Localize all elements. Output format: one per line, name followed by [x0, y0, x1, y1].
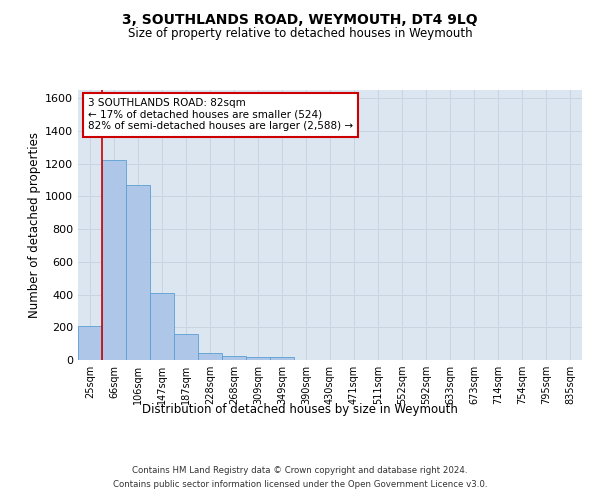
- Text: 3, SOUTHLANDS ROAD, WEYMOUTH, DT4 9LQ: 3, SOUTHLANDS ROAD, WEYMOUTH, DT4 9LQ: [122, 12, 478, 26]
- Y-axis label: Number of detached properties: Number of detached properties: [28, 132, 41, 318]
- Bar: [174, 334, 198, 360]
- Text: Contains public sector information licensed under the Open Government Licence v3: Contains public sector information licen…: [113, 480, 487, 489]
- Text: 3 SOUTHLANDS ROAD: 82sqm
← 17% of detached houses are smaller (524)
82% of semi-: 3 SOUTHLANDS ROAD: 82sqm ← 17% of detach…: [88, 98, 353, 132]
- Bar: [78, 326, 102, 360]
- Bar: [102, 160, 126, 360]
- Text: Contains HM Land Registry data © Crown copyright and database right 2024.: Contains HM Land Registry data © Crown c…: [132, 466, 468, 475]
- Bar: [126, 185, 150, 360]
- Text: Distribution of detached houses by size in Weymouth: Distribution of detached houses by size …: [142, 402, 458, 415]
- Bar: [150, 293, 174, 360]
- Bar: [270, 357, 294, 360]
- Bar: [246, 356, 270, 360]
- Text: Size of property relative to detached houses in Weymouth: Size of property relative to detached ho…: [128, 28, 472, 40]
- Bar: [198, 352, 222, 360]
- Bar: [222, 356, 246, 360]
